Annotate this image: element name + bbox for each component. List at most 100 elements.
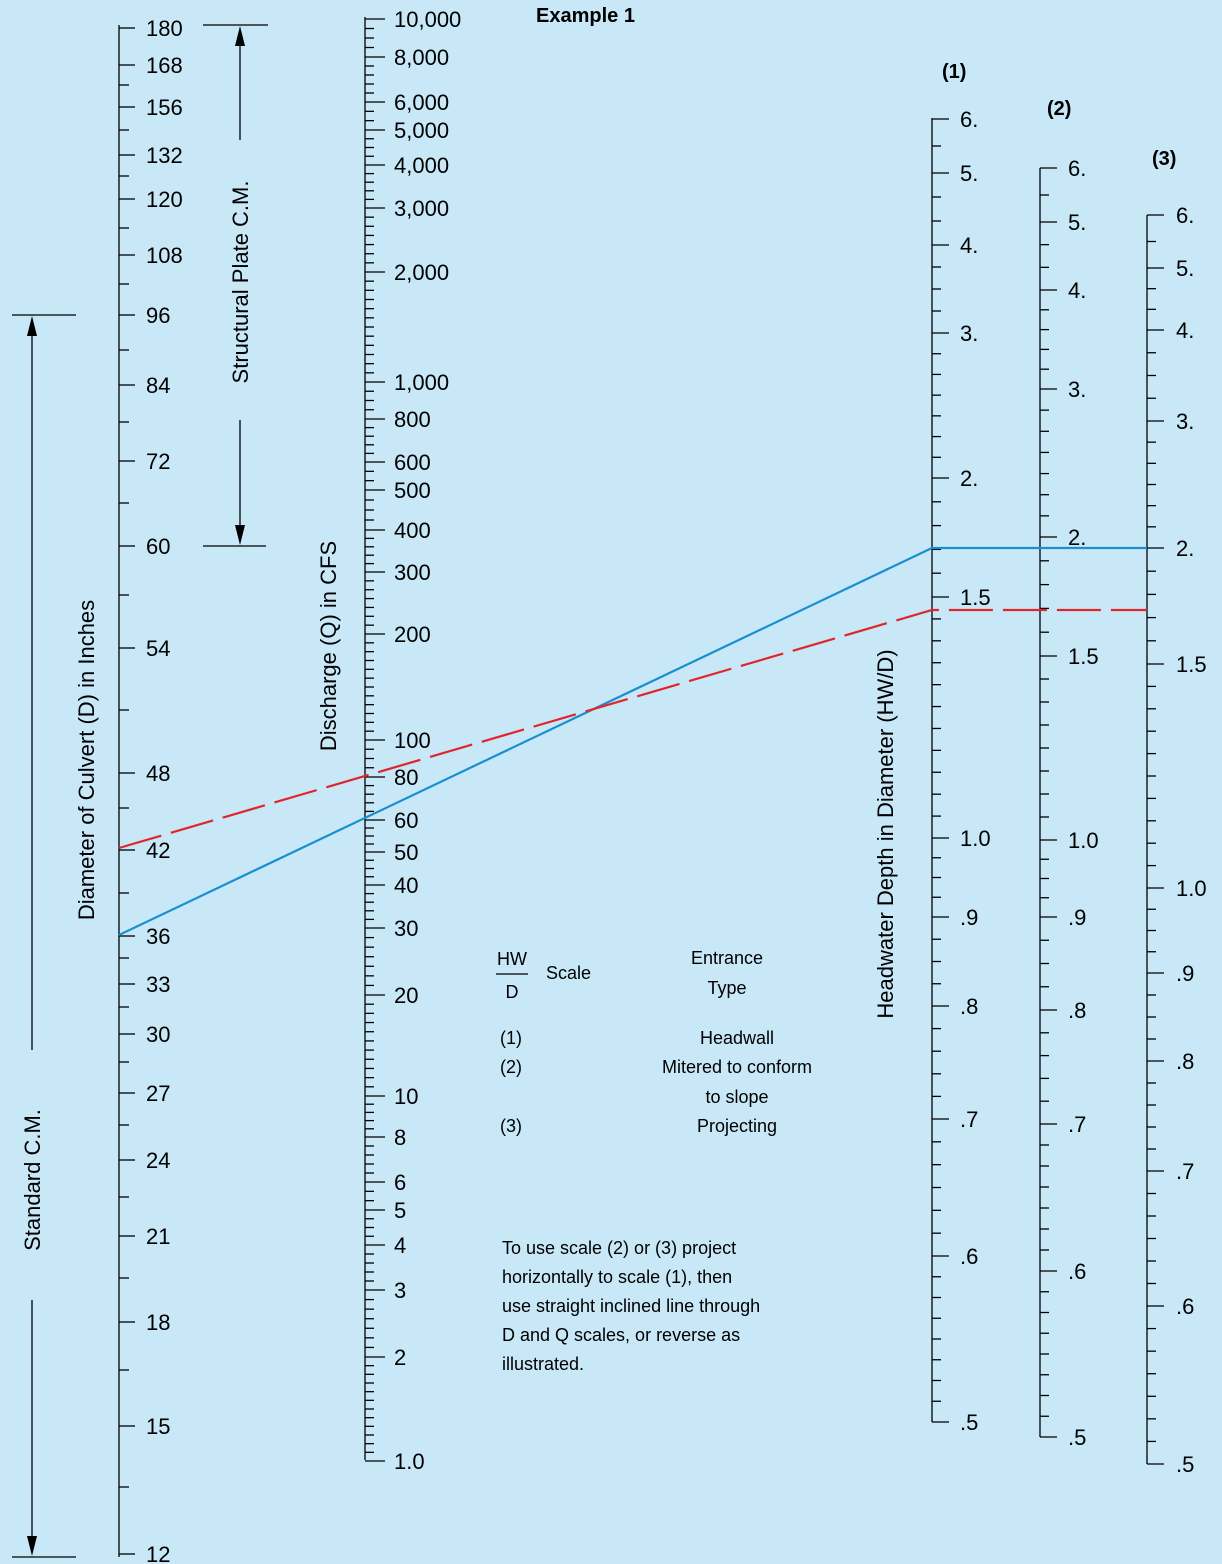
hwd2-tick-label: .7 [1068,1112,1086,1137]
discharge-tick-label: 400 [394,518,431,543]
discharge-tick-label: 500 [394,478,431,503]
note-line: use straight inclined line through [502,1296,760,1316]
hwd3-tick-label: 6. [1176,203,1194,228]
hwd3-tick-label: .5 [1176,1452,1194,1477]
hwd3-tick-label: 1.5 [1176,652,1207,677]
hwd2-tick-label: 1.0 [1068,828,1099,853]
diameter-tick-label: 132 [146,143,183,168]
structural-plate-label: Structural Plate C.M. [228,181,253,384]
hwd1-tick-label: .6 [960,1244,978,1269]
legend-row-type: Mitered to conform [662,1057,812,1077]
hwd2-tick-label: 3. [1068,377,1086,402]
diameter-tick-label: 36 [146,924,170,949]
diameter-tick-label: 12 [146,1542,170,1564]
discharge-tick-label: 100 [394,728,431,753]
hwd1-tick-label: .8 [960,994,978,1019]
legend-row-scale: (2) [500,1057,522,1077]
diameter-axis-title: Diameter of Culvert (D) in Inches [74,600,99,920]
discharge-tick-label: 1,000 [394,370,449,395]
diameter-tick-label: 15 [146,1414,170,1439]
legend-row-type: Projecting [697,1116,777,1136]
hwd2-tick-label: 4. [1068,278,1086,303]
discharge-tick-label: 4,000 [394,153,449,178]
diameter-tick-label: 72 [146,449,170,474]
diameter-tick-label: 54 [146,636,170,661]
legend-type-heading: Type [707,978,746,998]
hwd1-tick-label: 4. [960,233,978,258]
discharge-tick-label: 3 [394,1278,406,1303]
discharge-tick-label: 8,000 [394,45,449,70]
hwd2-tick-label: 5. [1068,210,1086,235]
example-lines [118,546,1147,936]
diameter-tick-label: 120 [146,187,183,212]
diameter-tick-label: 42 [146,838,170,863]
hwd2-tick-label: 6. [1068,156,1086,181]
legend-row-type: Headwall [700,1028,774,1048]
discharge-tick-label: 5,000 [394,118,449,143]
hwd1-tick-label: .5 [960,1410,978,1435]
discharge-tick-label: 20 [394,983,418,1008]
hwd3-tick-label: 4. [1176,318,1194,343]
hwd1-tick-label: .7 [960,1107,978,1132]
legend-row-scale: (1) [500,1028,522,1048]
legend-hw-denominator: D [506,982,519,1002]
hwd2-tick-label: .8 [1068,998,1086,1023]
discharge-tick-label: 600 [394,450,431,475]
diameter-tick-label: 24 [146,1148,170,1173]
discharge-tick-label: 50 [394,840,418,865]
discharge-tick-label: 40 [394,873,418,898]
hwd3-tick-label: 3. [1176,409,1194,434]
hwd1-tick-label: 5. [960,161,978,186]
discharge-tick-label: 2,000 [394,260,449,285]
note-line: illustrated. [502,1354,584,1374]
discharge-tick-label: 6 [394,1170,406,1195]
diameter-tick-label: 18 [146,1310,170,1335]
hwd1-tick-label: 1.5 [960,585,991,610]
hwd1-tick-label: 2. [960,466,978,491]
hwd3-tick-label: .7 [1176,1159,1194,1184]
hwd3-tick-label: .9 [1176,961,1194,986]
scale-ticks [119,18,1164,1555]
headwater-axis-title: Headwater Depth in Diameter (HW/D) [873,649,898,1018]
solid-solution-line [118,546,1147,936]
diameter-tick-label: 30 [146,1022,170,1047]
diameter-tick-label: 156 [146,95,183,120]
scale-3-header: (3) [1152,148,1176,170]
standard-cm-label: Standard C.M. [20,1109,45,1251]
discharge-tick-label: 10,000 [394,7,461,32]
discharge-tick-label: 200 [394,622,431,647]
hwd3-tick-label: .6 [1176,1294,1194,1319]
note-line: D and Q scales, or reverse as [502,1325,740,1345]
legend-row-type: to slope [705,1087,768,1107]
dashed-solution-line [118,608,1147,850]
discharge-tick-label: 2 [394,1345,406,1370]
discharge-tick-label: 6,000 [394,90,449,115]
discharge-axis-title: Discharge (Q) in CFS [316,541,341,751]
hwd1-tick-label: 6. [960,107,978,132]
diameter-tick-label: 108 [146,243,183,268]
standard-cm-range: Standard C.M. [12,314,76,1558]
hwd1-tick-label: 1.0 [960,826,991,851]
diameter-tick-label: 21 [146,1224,170,1249]
discharge-tick-label: 3,000 [394,196,449,221]
legend-entrance-heading: Entrance [691,948,763,968]
discharge-tick-label: 80 [394,765,418,790]
discharge-tick-label: 60 [394,808,418,833]
axis-lines [118,17,1148,1557]
legend-hw-numerator: HW [497,949,527,969]
scale-labels: 1801681561321201089684726054484236333027… [146,7,1207,1564]
hwd3-tick-label: 1.0 [1176,876,1207,901]
legend-scale-heading: Scale [546,963,591,983]
hwd2-tick-label: 1.5 [1068,644,1099,669]
diameter-tick-label: 180 [146,16,183,41]
diameter-tick-label: 48 [146,761,170,786]
hwd2-tick-label: .5 [1068,1425,1086,1450]
discharge-tick-label: 800 [394,407,431,432]
diameter-tick-label: 60 [146,534,170,559]
usage-note: To use scale (2) or (3) project horizont… [502,1238,760,1374]
diameter-tick-label: 27 [146,1081,170,1106]
discharge-tick-label: 10 [394,1084,418,1109]
diameter-tick-label: 33 [146,972,170,997]
